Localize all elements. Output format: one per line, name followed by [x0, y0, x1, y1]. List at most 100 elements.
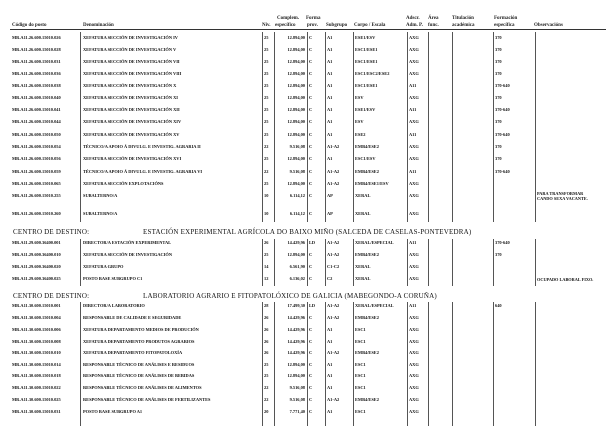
cell-formacion: 370-640 — [495, 169, 510, 174]
cell-code: MR.A11.29.600.36400.010 — [12, 252, 61, 257]
header-adscr: Adscr. — [406, 16, 420, 21]
cell-subgrupo: A1 — [327, 71, 333, 76]
cell-nivel: 22 — [264, 144, 269, 149]
cell-name: XEFATURA SECCIÓN DE INVESTIGACIÓN VII — [83, 59, 180, 64]
cell-corpo: ESE1/ESV — [355, 107, 376, 112]
cell-complem: 14.429,96 — [287, 350, 305, 355]
cell-subgrupo: A1-A2 — [327, 303, 340, 308]
cell-adscr: A11 — [409, 132, 417, 137]
cell-adscr: AXG — [409, 95, 419, 100]
column-divider — [262, 239, 263, 286]
column-divider — [407, 32, 408, 222]
cell-subgrupo: AP — [327, 193, 333, 198]
cell-nivel: 25 — [264, 373, 269, 378]
centro-label: CENTRO DE DESTINO: — [13, 292, 90, 300]
cell-formacion: 370 — [495, 71, 502, 76]
column-divider — [493, 302, 494, 426]
cell-forma: C — [309, 373, 313, 378]
cell-forma: C — [309, 339, 313, 344]
cell-complem: 12.894,00 — [287, 181, 305, 186]
cell-nivel: 22 — [264, 169, 269, 174]
cell-complem: 12.894,00 — [287, 252, 305, 257]
cell-nivel: 25 — [264, 156, 269, 161]
cell-adscr: AXG — [409, 397, 419, 402]
cell-subgrupo: A1-A2 — [327, 315, 340, 320]
cell-name: XEFATURA SECCIÓN DE INVESTIGACIÓN X — [83, 83, 177, 88]
cell-subgrupo: A1-A2 — [327, 169, 340, 174]
cell-name: RESPONSABLE TÉCNICO DE ANÁLISES E RESIDU… — [83, 362, 195, 367]
cell-formacion: 370-640 — [495, 132, 510, 137]
cell-name: XEFATURA DEPARTAMENTO FITOPATOLOXÍA — [83, 350, 183, 355]
cell-adscr: AXG — [409, 144, 419, 149]
column-divider — [428, 302, 429, 426]
cell-formacion: 370 — [495, 119, 502, 124]
cell-code: MR.A11.30.600.15010.014 — [12, 362, 61, 367]
cell-complem: 12.894,00 — [287, 71, 305, 76]
cell-name: RESPONSABLE TÉCNICO DE ANÁLISES DE ALIME… — [83, 385, 202, 390]
cell-forma: C — [309, 327, 313, 332]
cell-forma: C — [309, 397, 313, 402]
header-complem-2: específico — [275, 23, 296, 28]
cell-code: MR.A11.26.600.15010.044 — [12, 119, 61, 124]
cell-corpo: ESC1 — [355, 373, 366, 378]
cell-nivel: 25 — [264, 107, 269, 112]
cell-code: MR.A11.26.600.15010.041 — [12, 107, 61, 112]
column-divider — [80, 302, 81, 426]
cell-formacion: 370 — [495, 47, 502, 52]
cell-corpo: EMB4/ESE2 — [355, 144, 379, 149]
cell-corpo: EMB4/ESE2 — [355, 350, 379, 355]
cell-forma: C — [309, 193, 313, 198]
column-divider — [274, 302, 275, 426]
cell-nivel: 25 — [264, 59, 269, 64]
cell-code: MR.A11.30.600.15010.004 — [12, 315, 61, 320]
header-formacion: Formación — [494, 16, 518, 21]
cell-formacion: 370 — [495, 252, 502, 257]
column-divider — [535, 32, 536, 222]
cell-subgrupo: A1 — [327, 385, 333, 390]
cell-adscr: AXG — [409, 409, 419, 414]
cell-subgrupo: A1 — [327, 132, 333, 137]
cell-code: MR.A11.30.600.15010.022 — [12, 385, 61, 390]
cell-nivel: 26 — [264, 240, 269, 245]
cell-forma: C — [309, 132, 313, 137]
cell-complem: 6.561,90 — [289, 264, 305, 269]
column-divider — [452, 239, 453, 286]
cell-nivel: 20 — [264, 409, 269, 414]
cell-code: MR.A11.30.600.15010.010 — [12, 350, 61, 355]
cell-name: POSTO BASE SUBGRUPO A1 — [83, 409, 143, 414]
cell-name: XEFATURA SECCIÓN DE INVESTIGACIÓN XI — [83, 95, 178, 100]
column-divider — [452, 302, 453, 426]
cell-subgrupo: A1-A2 — [327, 397, 340, 402]
cell-adscr: A11 — [409, 240, 417, 245]
cell-corpo: ESV — [355, 119, 364, 124]
cell-code: MR.A11.26.600.15010.031 — [12, 59, 61, 64]
cell-name: XEFATURA SECCIÓN DE INVESTIGACIÓN XV — [83, 132, 180, 137]
cell-subgrupo: A1-A2 — [327, 252, 340, 257]
cell-forma: C — [309, 350, 313, 355]
cell-subgrupo: A1 — [327, 47, 333, 52]
cell-nivel: 10 — [264, 193, 269, 198]
cell-corpo: EMB4/ESE1/ESV — [355, 181, 389, 186]
cell-code: MR.A11.30.600.15010.031 — [12, 409, 61, 414]
cell-name: XEFATURA DEPARTAMENTO MEDIOS DE PRODUCIÓ… — [83, 327, 199, 332]
cell-code: MR.A11.30.600.15010.006 — [12, 327, 61, 332]
column-divider — [353, 239, 354, 286]
cell-corpo: ESE2 — [355, 132, 366, 137]
cell-corpo: XERAL/ESPECIAL — [355, 303, 394, 308]
cell-nivel: 25 — [264, 35, 269, 40]
cell-forma: C — [309, 276, 313, 281]
column-divider — [262, 302, 263, 426]
cell-code: MR.A11.26.600.15010.028 — [12, 47, 61, 52]
cell-nivel: 25 — [264, 181, 269, 186]
cell-adscr: AXG — [409, 373, 419, 378]
centro-name: LABORATORIO AGRARIO E FITOPATOLÓXICO DE … — [143, 292, 437, 300]
cell-forma: C — [309, 95, 313, 100]
cell-corpo: ESC1 — [355, 409, 366, 414]
cell-corpo: ESC1 — [355, 362, 366, 367]
cell-adscr: AXG — [409, 339, 419, 344]
cell-complem: 12.894,00 — [287, 83, 305, 88]
cell-name: DIRECTOR/A LABORATORIO — [83, 303, 145, 308]
cell-name: XEFATURA SECCIÓN EXPLOTACIÓNS — [83, 181, 164, 186]
header-subgrupo: Subgrupo — [326, 23, 348, 28]
cell-subgrupo: A1 — [327, 59, 333, 64]
